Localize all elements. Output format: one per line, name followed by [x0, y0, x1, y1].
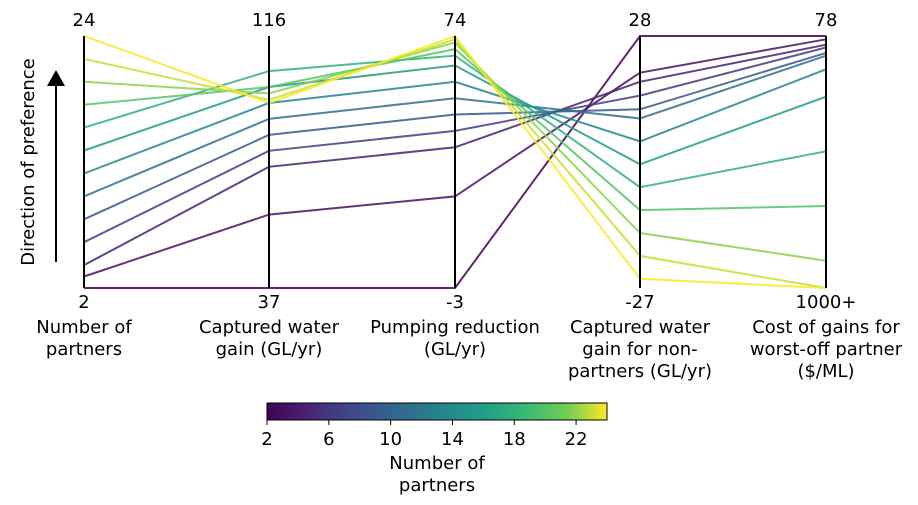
- colorbar-tick-label: 14: [441, 429, 464, 450]
- axis-top-tick-label: 116: [252, 10, 286, 31]
- axis-bottom-tick-label: 1000+: [796, 292, 857, 313]
- axis-title-line: Cost of gains for: [752, 317, 900, 338]
- axis-bottom-tick-label: 37: [258, 292, 281, 313]
- axis-bottom-tick-label: -3: [446, 292, 464, 313]
- axis-title-line: worst-off partner: [750, 339, 903, 360]
- axis-top-tick-label: 78: [815, 10, 838, 31]
- axis-title-line: gain for non-: [582, 339, 697, 360]
- axis-title-line: ($/ML): [797, 361, 854, 382]
- colorbar-gradient: [266, 402, 608, 421]
- colorbar-tick-label: 2: [261, 429, 272, 450]
- colorbar-tick-label: 22: [565, 429, 588, 450]
- colorbar-ticks: 2 6 10 14 18 22: [261, 420, 588, 450]
- axis-title-line: partners: [46, 339, 122, 360]
- axis-title-line: partners (GL/yr): [568, 361, 712, 382]
- preference-arrow-head: [47, 70, 65, 86]
- colorbar-tick-label: 10: [379, 429, 402, 450]
- axis-title-line: Captured water: [570, 317, 711, 338]
- colorbar-tick-label: 18: [503, 429, 526, 450]
- colorbar: 2 6 10 14 18 22 Number of partners: [261, 402, 608, 496]
- preference-arrow: [47, 70, 65, 262]
- axis-top-tick-label: 74: [444, 10, 467, 31]
- axis-title-line: Number of: [36, 317, 132, 338]
- y-axis-label: Direction of preference: [18, 58, 39, 265]
- axis-bottom-tick-label: 2: [78, 292, 89, 313]
- axis-title-line: Pumping reduction: [370, 317, 540, 338]
- axis-title-line: gain (GL/yr): [216, 339, 323, 360]
- axis-title-line: Captured water: [199, 317, 340, 338]
- axis-top-tick-label: 28: [629, 10, 652, 31]
- colorbar-tick-label: 6: [323, 429, 334, 450]
- axis-top-tick-label: 24: [73, 10, 96, 31]
- axis-bottom-tick-label: -27: [625, 292, 654, 313]
- colorbar-title-line1: Number of: [389, 453, 485, 474]
- colorbar-title-line2: partners: [399, 475, 475, 496]
- axis-title-line: (GL/yr): [424, 339, 486, 360]
